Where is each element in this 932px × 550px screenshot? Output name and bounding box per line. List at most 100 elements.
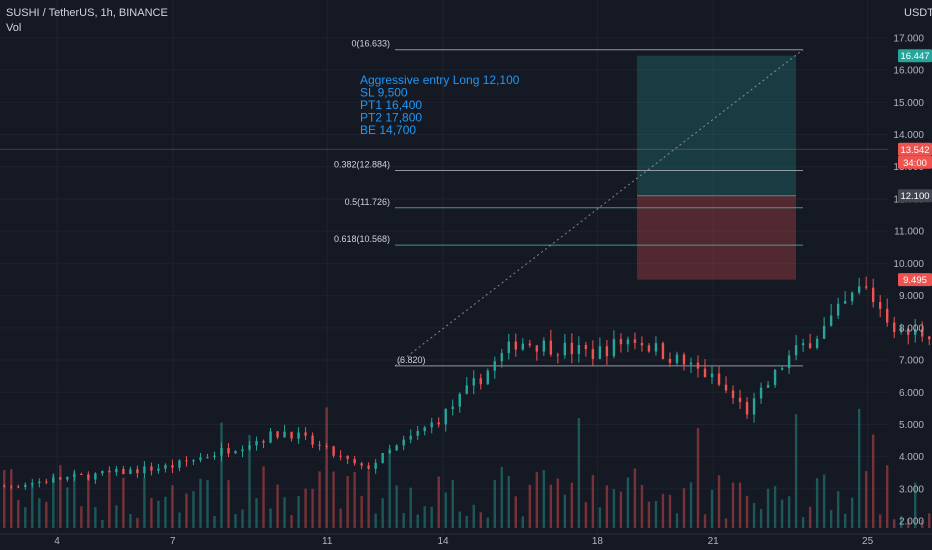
candle-body	[633, 339, 637, 343]
candle-body	[479, 378, 482, 385]
volume-bar	[59, 465, 62, 528]
candle-body	[507, 341, 510, 354]
candle-body	[402, 439, 405, 446]
candle-body	[255, 441, 258, 446]
entry-price-badge: 12.100	[900, 191, 929, 202]
candle-body	[59, 477, 62, 480]
stop-price-badge-bg	[898, 273, 932, 287]
volume-bar	[864, 471, 868, 528]
trade-note-line: PT2 17,800	[360, 111, 422, 125]
volume-bar	[409, 487, 412, 528]
volume-bar	[129, 513, 132, 528]
volume-bar	[822, 474, 826, 528]
chart-title: SUSHI / TetherUS, 1h, BINANCE	[6, 7, 168, 19]
candle-body	[654, 343, 658, 352]
volume-bar	[108, 470, 111, 528]
countdown-badge-bg	[898, 155, 932, 169]
candle-body	[24, 484, 27, 487]
volume-bar	[311, 488, 314, 528]
candle-body	[836, 303, 840, 316]
time-tick-label: 21	[708, 536, 720, 547]
volume-bar	[430, 506, 433, 528]
candle-body	[528, 343, 532, 346]
volume-bar	[122, 477, 125, 528]
candle-body	[486, 370, 489, 385]
volume-indicator-label[interactable]: Vol	[6, 22, 21, 34]
volume-bar	[556, 478, 560, 528]
price-tick-label: 7.000	[899, 356, 924, 367]
volume-bar	[402, 512, 405, 528]
volume-bar	[857, 408, 861, 528]
candle-body	[605, 346, 609, 357]
volume-bar	[241, 509, 244, 528]
fibonacci-levels: 0(16.633) 0.382(12.884) 0.5(11.726) 0.618(1…	[334, 39, 804, 367]
candle-body	[591, 349, 595, 359]
trade-zones	[637, 55, 796, 280]
volume-bar	[80, 506, 83, 528]
candle-body	[129, 469, 132, 475]
candle-body	[907, 328, 910, 335]
candle-body	[66, 477, 69, 480]
price-tick-label: 3.000	[899, 484, 924, 495]
volume-bar	[255, 498, 258, 528]
volume-bar	[374, 513, 377, 528]
volume-bars	[3, 407, 931, 528]
volume-bar	[24, 507, 27, 528]
volume-bar	[185, 493, 188, 528]
volume-bar	[871, 434, 875, 528]
price-tick-label: 6.000	[899, 388, 924, 399]
trade-note-line: BE 14,700	[360, 123, 416, 137]
time-tick-label: 11	[322, 536, 333, 547]
volume-bar	[689, 482, 693, 528]
volume-bar	[731, 482, 735, 528]
volume-bar	[633, 468, 637, 528]
time-axis[interactable]: 47111418212528Feb481115	[0, 533, 932, 547]
candles	[3, 276, 931, 490]
volume-bar	[101, 519, 104, 528]
candle-body	[164, 465, 167, 469]
candle-body	[248, 445, 251, 450]
candle-body	[773, 369, 777, 385]
candle-body	[311, 435, 314, 445]
volume-bar	[535, 472, 539, 528]
stop-loss-zone	[637, 195, 796, 280]
time-tick-label: 14	[437, 536, 449, 547]
candle-body	[878, 302, 882, 309]
last-price-badge: 13.542	[900, 145, 929, 156]
volume-bar	[766, 488, 770, 528]
candle-body	[185, 460, 188, 462]
volume-bar	[367, 470, 370, 528]
volume-bar	[416, 514, 419, 528]
volume-bar	[752, 503, 756, 528]
volume-bar	[514, 496, 518, 528]
volume-bar	[31, 485, 34, 528]
volume-bar	[661, 493, 665, 528]
volume-bar	[914, 482, 917, 528]
volume-bar	[724, 518, 728, 528]
volume-bar	[605, 485, 609, 528]
price-tick-label: 14.000	[893, 130, 924, 141]
candle-body	[395, 445, 398, 451]
volume-bar	[703, 514, 707, 528]
volume-bar	[143, 477, 146, 528]
candle-body	[794, 345, 798, 356]
candle-body	[752, 398, 756, 415]
price-badges: 16.447 13.542 34:00 12.100 9.495	[898, 49, 932, 287]
volume-bar	[444, 492, 447, 528]
volume-bar	[808, 506, 812, 528]
volume-bar	[87, 479, 90, 528]
price-tick-label: 5.000	[899, 420, 924, 431]
candle-body	[423, 427, 426, 432]
candle-body	[31, 482, 34, 485]
volume-bar	[577, 418, 581, 528]
fib-level-label: 0.382(12.884)	[334, 159, 390, 169]
candle-body	[206, 457, 209, 459]
candle-body	[626, 339, 630, 345]
volume-bar	[836, 491, 840, 528]
candle-body	[766, 384, 770, 388]
candle-body	[87, 474, 90, 480]
price-tick-label: 10.000	[893, 259, 924, 270]
candle-body	[115, 468, 118, 473]
candle-body	[150, 466, 153, 471]
